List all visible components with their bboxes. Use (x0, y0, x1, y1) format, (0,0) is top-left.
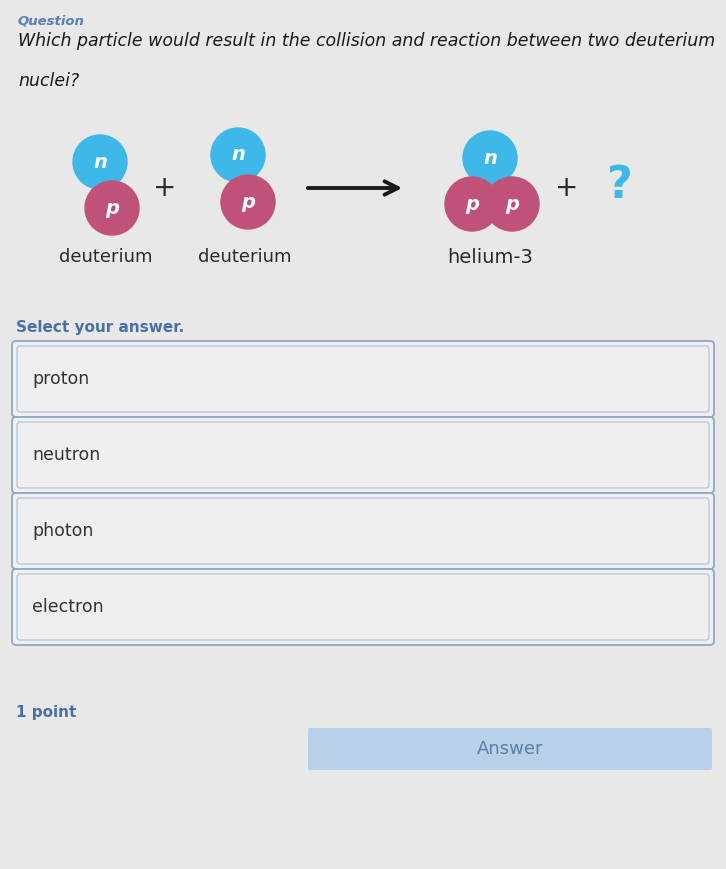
Text: n: n (231, 145, 245, 164)
Text: electron: electron (32, 598, 104, 616)
Circle shape (211, 128, 265, 182)
Circle shape (463, 131, 517, 185)
Text: +: + (153, 174, 176, 202)
Text: neutron: neutron (32, 446, 100, 464)
Text: p: p (241, 193, 255, 211)
Circle shape (221, 175, 275, 229)
Text: nuclei?: nuclei? (18, 72, 79, 90)
FancyBboxPatch shape (12, 569, 714, 645)
Text: n: n (93, 152, 107, 171)
Circle shape (85, 181, 139, 235)
Text: p: p (505, 195, 519, 214)
FancyBboxPatch shape (17, 574, 709, 640)
FancyBboxPatch shape (308, 728, 712, 770)
FancyBboxPatch shape (17, 422, 709, 488)
Text: Question: Question (18, 14, 85, 27)
Text: 1 point: 1 point (16, 705, 76, 720)
FancyBboxPatch shape (17, 498, 709, 564)
Text: proton: proton (32, 370, 89, 388)
Text: +: + (555, 174, 579, 202)
Text: deuterium: deuterium (60, 248, 152, 266)
FancyBboxPatch shape (17, 346, 709, 412)
Text: helium-3: helium-3 (447, 248, 533, 267)
Text: p: p (105, 198, 119, 217)
Text: Which particle would result in the collision and reaction between two deuterium: Which particle would result in the colli… (18, 32, 715, 50)
Text: n: n (483, 149, 497, 168)
Text: ?: ? (607, 163, 633, 207)
Circle shape (445, 177, 499, 231)
Circle shape (73, 135, 127, 189)
Text: p: p (465, 195, 479, 214)
FancyBboxPatch shape (12, 417, 714, 493)
Text: deuterium: deuterium (198, 248, 292, 266)
Circle shape (485, 177, 539, 231)
Text: Answer: Answer (477, 740, 543, 758)
FancyBboxPatch shape (12, 341, 714, 417)
Text: Select your answer.: Select your answer. (16, 320, 184, 335)
Text: photon: photon (32, 522, 94, 540)
FancyBboxPatch shape (12, 493, 714, 569)
